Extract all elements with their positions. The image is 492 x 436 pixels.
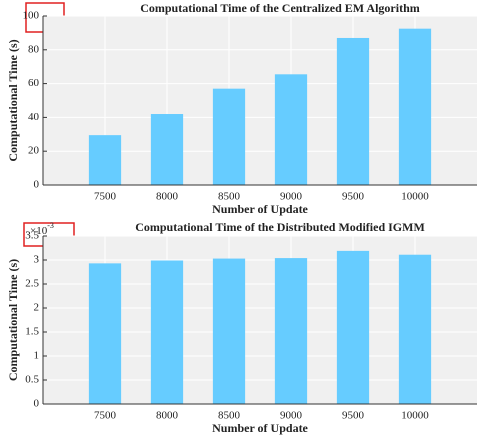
y-tick-label: 0.5 xyxy=(25,374,39,386)
bar xyxy=(274,74,308,185)
y-tick-label: 2.5 xyxy=(25,278,39,290)
x-tick-label: 10000 xyxy=(401,191,429,203)
x-tick-label: 9500 xyxy=(342,410,365,422)
bar xyxy=(336,250,370,404)
x-axis-label: Number of Update xyxy=(212,202,308,216)
chart-title: Computational Time of the Centralized EM… xyxy=(140,1,420,15)
bar xyxy=(212,258,246,404)
bar xyxy=(212,88,246,185)
x-tick-label: 8000 xyxy=(156,191,179,203)
bar xyxy=(88,135,122,185)
bar xyxy=(150,114,184,185)
x-tick-label: 8500 xyxy=(218,191,241,203)
y-tick-label: 20 xyxy=(28,145,40,157)
multiplier-exponent: -3 xyxy=(47,221,54,230)
y-tick-label: 60 xyxy=(28,77,40,89)
y-tick-label: 1 xyxy=(34,350,40,362)
chart-title: Computational Time of the Distributed Mo… xyxy=(135,220,425,234)
bar xyxy=(88,263,122,404)
bar xyxy=(398,254,432,404)
x-tick-label: 9000 xyxy=(280,191,303,203)
y-axis-label: Computational Time (s) xyxy=(6,259,20,381)
x-tick-label: 8500 xyxy=(218,410,241,422)
x-tick-label: 10000 xyxy=(401,410,429,422)
y-tick-label: 3.5 xyxy=(25,230,39,242)
y-tick-label: 0 xyxy=(34,398,40,410)
x-tick-label: 8000 xyxy=(156,410,179,422)
y-tick-label: 2 xyxy=(34,302,40,314)
y-tick-label: 100 xyxy=(23,10,40,22)
y-axis-label: Computational Time (s) xyxy=(6,39,20,161)
y-tick-label: 0 xyxy=(34,179,40,191)
x-tick-label: 9000 xyxy=(280,410,303,422)
x-tick-label: 7500 xyxy=(94,410,117,422)
y-tick-label: 40 xyxy=(28,111,40,123)
bar xyxy=(150,260,184,404)
x-axis-label: Number of Update xyxy=(212,421,308,435)
x-tick-label: 9500 xyxy=(342,191,365,203)
x-tick-label: 7500 xyxy=(94,191,117,203)
bar xyxy=(398,28,432,185)
bar xyxy=(336,37,370,185)
bar xyxy=(274,258,308,404)
y-tick-label: 1.5 xyxy=(25,326,39,338)
y-tick-label: 3 xyxy=(34,254,40,266)
multiplier-base: ×10 xyxy=(30,225,48,237)
axis-multiplier: ×10-3 xyxy=(30,221,54,237)
y-tick-label: 80 xyxy=(28,43,40,55)
